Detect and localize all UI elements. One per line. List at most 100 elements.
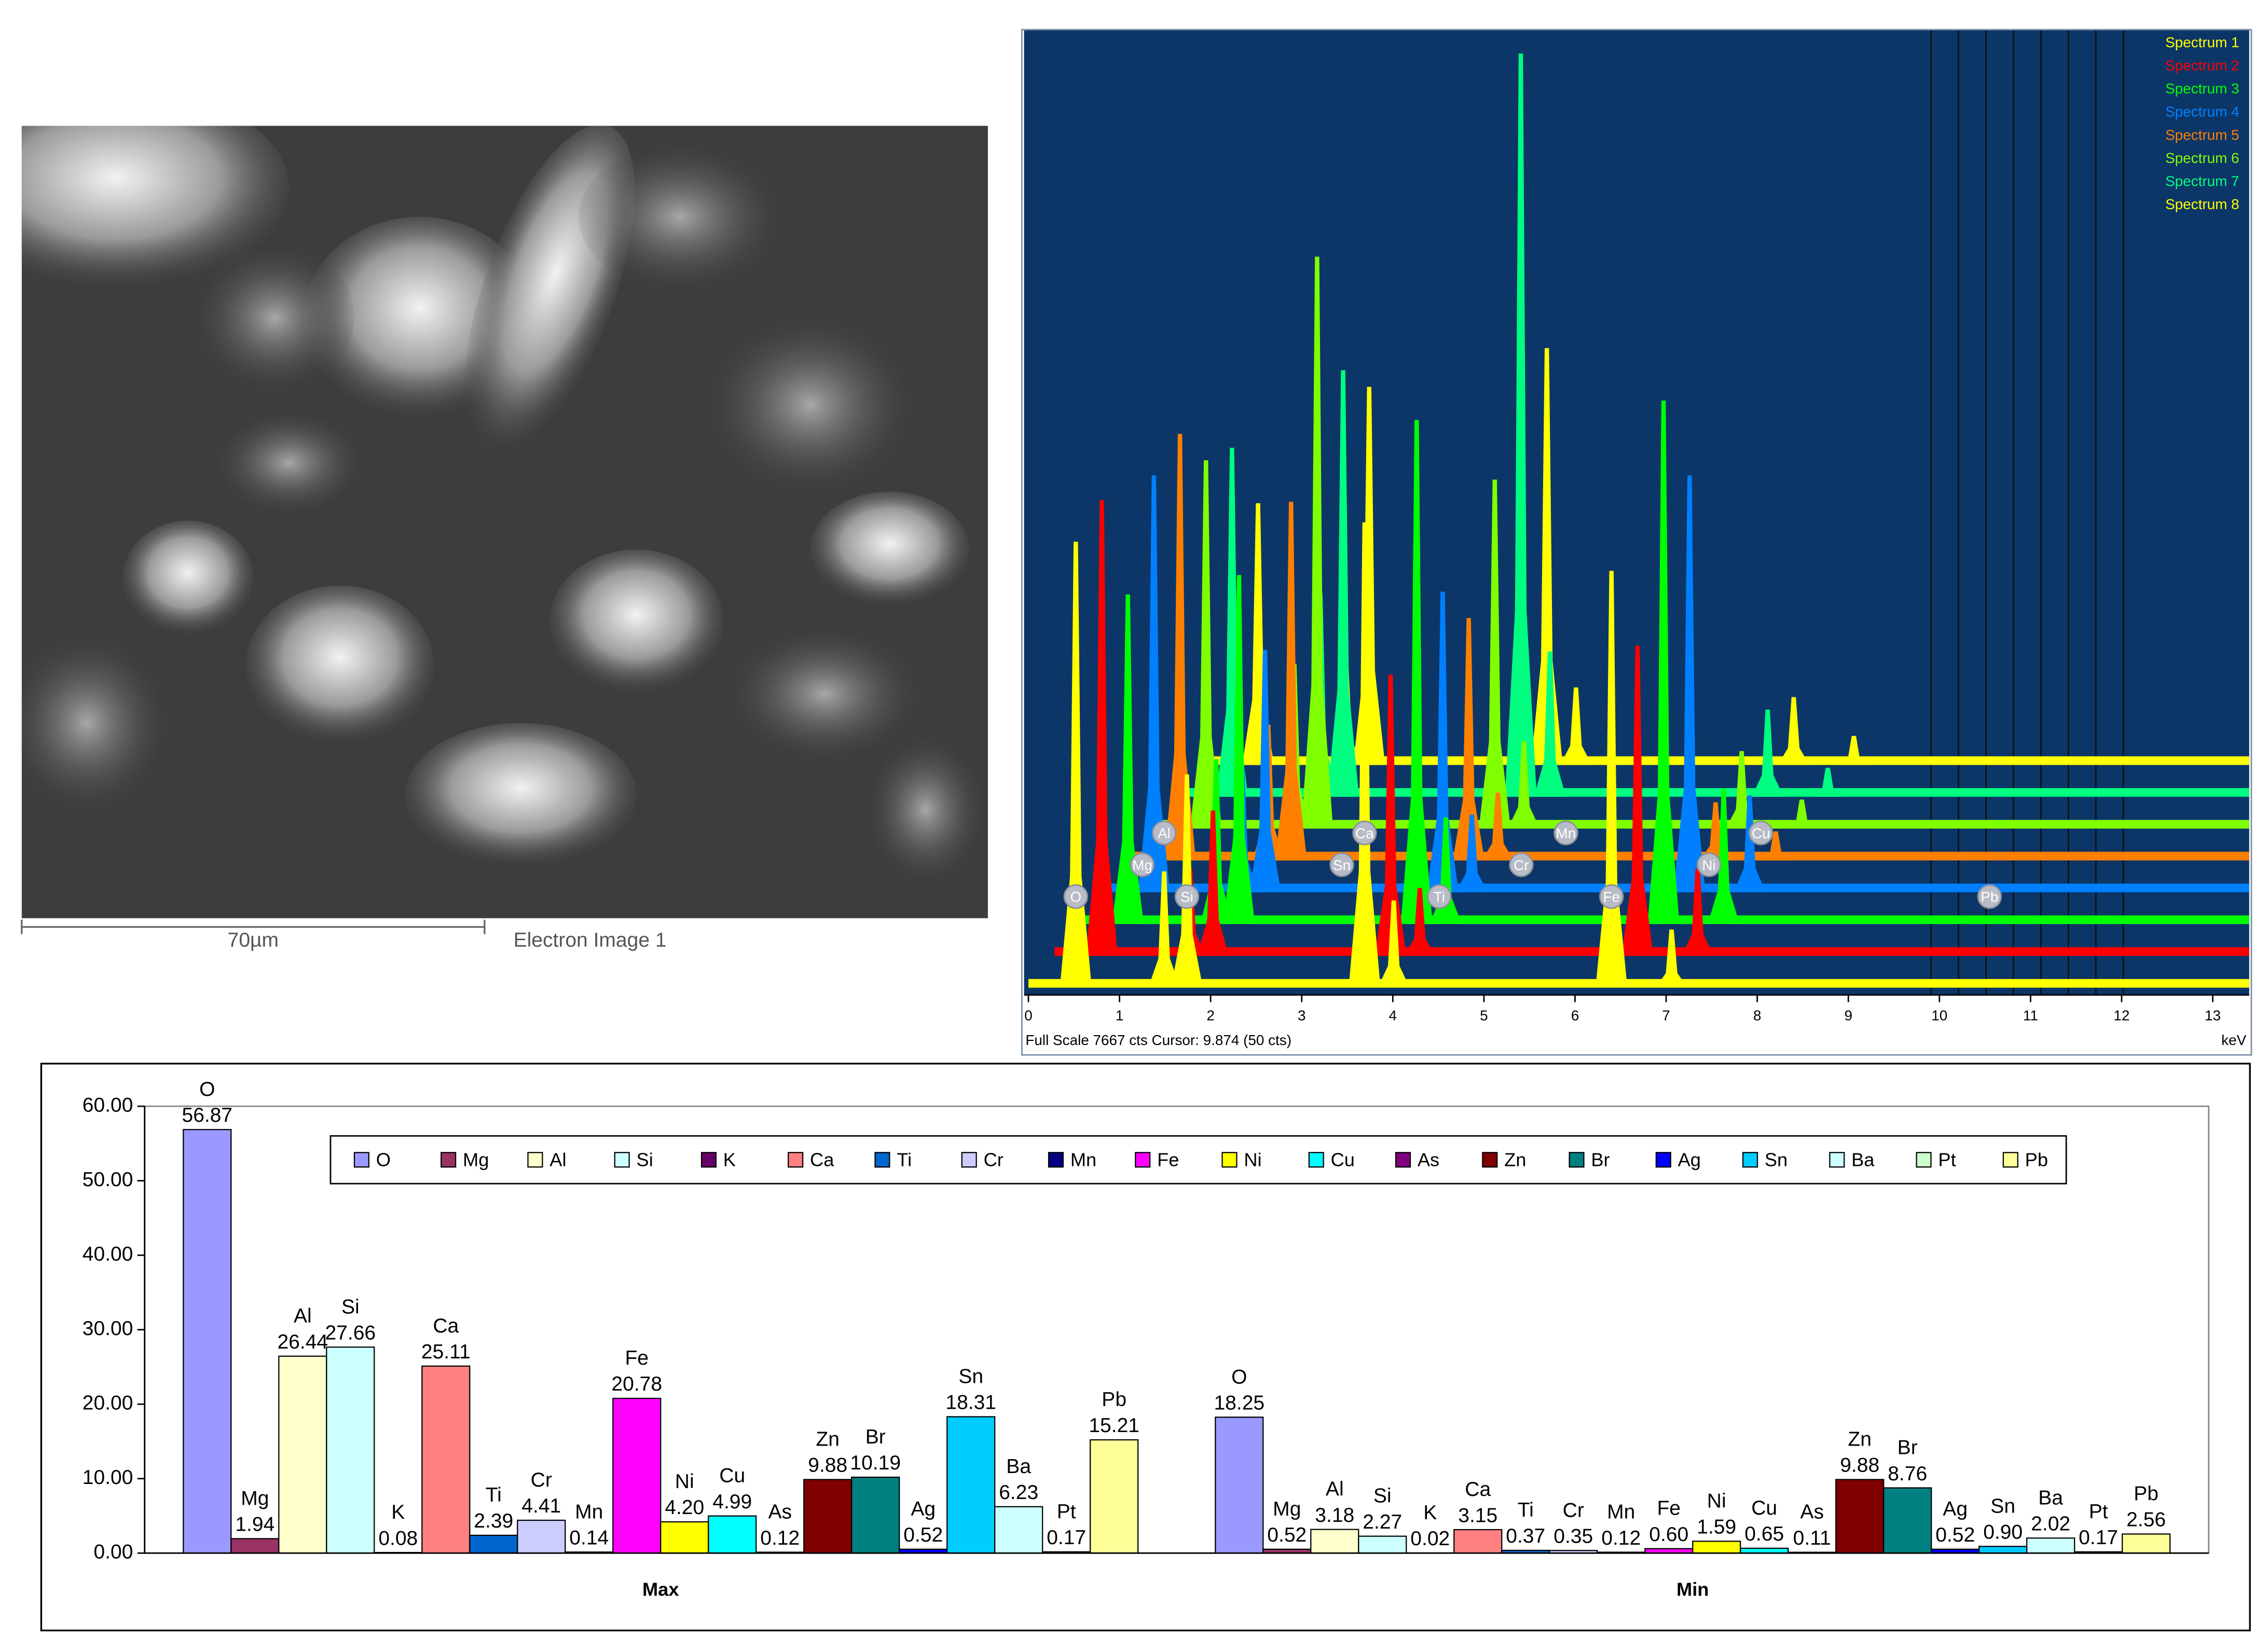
- bar-name-label: Mn: [1607, 1501, 1635, 1523]
- bar: [1358, 1535, 1407, 1554]
- data-label: 0.52: [1267, 1524, 1307, 1546]
- spectrum-peak: [1508, 741, 1540, 829]
- bar-name-label: Ba: [1006, 1455, 1031, 1478]
- spectrum-peak: [1760, 831, 1792, 861]
- bar-name-label: Br: [865, 1426, 886, 1448]
- legend-swatch: [700, 1152, 717, 1168]
- legend-swatch: [1916, 1152, 1932, 1168]
- data-label: 6.23: [999, 1481, 1038, 1504]
- bar-name-label: Mn: [575, 1501, 603, 1523]
- bar-name-label: Cu: [719, 1465, 745, 1487]
- peak-marker: [1174, 884, 1200, 909]
- spectrum-peak: [1699, 802, 1732, 861]
- legend-entry: Zn: [1504, 1149, 1526, 1171]
- peak-marker: [1352, 820, 1377, 846]
- bar-name-label: Cr: [531, 1469, 552, 1491]
- spectrum-peak: [1200, 759, 1232, 924]
- spectrum-peak: [1242, 503, 1274, 765]
- peak-marker: [1427, 884, 1452, 909]
- data-label: 18.25: [1214, 1392, 1264, 1414]
- x-tick-label: 7: [1662, 1008, 1670, 1024]
- bar: [1978, 1546, 2028, 1554]
- spectrum-peak: [1534, 651, 1566, 797]
- spectrum-peak: [1452, 618, 1485, 861]
- data-label: 0.12: [760, 1527, 800, 1549]
- legend-entry: Pt: [1938, 1149, 1956, 1171]
- spectrum-footer: Full Scale 7667 cts Cursor: 9.874 (50 ct…: [1025, 1032, 1291, 1048]
- bar: [1740, 1547, 1789, 1554]
- data-label: 1.94: [235, 1514, 274, 1536]
- spectrum-peak: [1327, 370, 1359, 797]
- cursor-lines: [1930, 30, 2124, 995]
- data-label: 25.11: [421, 1341, 471, 1363]
- bar-name-label: Ag: [911, 1498, 936, 1520]
- bar-name-label: K: [391, 1501, 405, 1523]
- peak-label: Pb: [1981, 889, 1998, 905]
- bar: [278, 1355, 327, 1554]
- spectrum-peak: [1778, 697, 1810, 765]
- peak-marker: [1151, 820, 1177, 846]
- x-tick-label: 4: [1389, 1008, 1397, 1024]
- bar-name-label: Zn: [816, 1428, 840, 1451]
- spectrum-peak: [1349, 522, 1381, 988]
- y-tick-label: 60.00: [83, 1094, 133, 1116]
- bar: [183, 1129, 232, 1554]
- legend-swatch: [614, 1152, 630, 1168]
- spectrum-peak: [1190, 460, 1222, 829]
- peak-label: Cr: [1514, 857, 1529, 873]
- x-tick-label: 5: [1480, 1008, 1488, 1024]
- bar-name-label: Ti: [486, 1484, 502, 1506]
- legend-entry: Br: [1591, 1149, 1610, 1171]
- legend-swatch: [441, 1152, 457, 1168]
- data-label: 9.88: [808, 1454, 847, 1477]
- bar-name-label: Ba: [2038, 1487, 2063, 1509]
- legend-entry: Mg: [463, 1149, 489, 1171]
- data-label: 0.02: [1410, 1528, 1450, 1550]
- legend-swatch: [1395, 1152, 1411, 1168]
- spectrum-peak: [1378, 900, 1410, 988]
- data-label: 0.37: [1506, 1525, 1545, 1547]
- data-label: 0.08: [378, 1527, 418, 1549]
- bar-name-label: Si: [1373, 1485, 1392, 1507]
- data-label: 0.60: [1649, 1523, 1688, 1546]
- legend-entry: Spectrum 4: [2165, 104, 2239, 120]
- legend-swatch: [788, 1152, 804, 1168]
- spectrum-peak: [1596, 571, 1628, 988]
- data-label: 0.11: [1793, 1527, 1831, 1549]
- spectrum-peak: [1752, 709, 1784, 797]
- legend-box: [329, 1135, 2067, 1185]
- bar: [517, 1519, 566, 1554]
- data-label: 4.41: [521, 1495, 561, 1517]
- y-tick-label: 10.00: [83, 1466, 133, 1489]
- spectrum-peak: [1647, 400, 1680, 924]
- peak-label: Ti: [1434, 889, 1445, 905]
- bar-name-label: Cu: [1751, 1497, 1777, 1519]
- x-tick-label: 6: [1571, 1008, 1579, 1024]
- legend-entry: Spectrum 2: [2165, 58, 2239, 74]
- data-label: 0.90: [1983, 1521, 2023, 1544]
- spectrum-peak: [1734, 795, 1766, 892]
- bar: [708, 1515, 757, 1554]
- data-label: 2.27: [1363, 1511, 1402, 1533]
- bar-name-label: K: [1423, 1502, 1437, 1524]
- x-tick-label: 12: [2113, 1008, 2129, 1024]
- bar-name-label: Ca: [1465, 1478, 1491, 1501]
- bar-name-label: Sn: [1990, 1495, 2015, 1517]
- legend-swatch: [1482, 1152, 1498, 1168]
- bar-name-label: As: [1800, 1501, 1824, 1523]
- x-tick-label: 3: [1298, 1008, 1306, 1024]
- legend-entry: Ca: [810, 1149, 834, 1171]
- data-label: 0.52: [1935, 1524, 1975, 1546]
- legend-swatch: [1135, 1152, 1151, 1168]
- legend-entry: Cr: [984, 1149, 1004, 1171]
- legend-swatch: [527, 1152, 543, 1168]
- x-tick-label: 2: [1206, 1008, 1215, 1024]
- data-label: 8.76: [1888, 1463, 1927, 1485]
- scale-label: 70µm: [228, 929, 279, 952]
- spectrum-peak: [1429, 817, 1462, 924]
- data-label: 18.31: [945, 1392, 996, 1414]
- bar: [1453, 1529, 1503, 1554]
- data-label: 0.35: [1554, 1525, 1593, 1547]
- data-label: 4.99: [712, 1491, 752, 1513]
- sem-image: [21, 126, 988, 918]
